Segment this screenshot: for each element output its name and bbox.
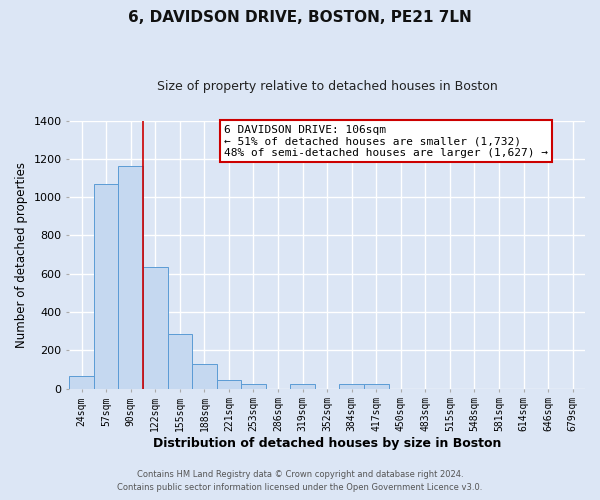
Bar bbox=[143, 267, 167, 388]
Text: 6 DAVIDSON DRIVE: 106sqm
← 51% of detached houses are smaller (1,732)
48% of sem: 6 DAVIDSON DRIVE: 106sqm ← 51% of detach… bbox=[224, 124, 548, 158]
Text: Contains HM Land Registry data © Crown copyright and database right 2024.
Contai: Contains HM Land Registry data © Crown c… bbox=[118, 470, 482, 492]
Bar bbox=[340, 384, 364, 388]
Bar bbox=[290, 384, 315, 388]
Bar bbox=[364, 384, 389, 388]
Text: 6, DAVIDSON DRIVE, BOSTON, PE21 7LN: 6, DAVIDSON DRIVE, BOSTON, PE21 7LN bbox=[128, 10, 472, 25]
Y-axis label: Number of detached properties: Number of detached properties bbox=[15, 162, 28, 348]
Bar bbox=[167, 334, 192, 388]
Bar bbox=[118, 166, 143, 388]
Title: Size of property relative to detached houses in Boston: Size of property relative to detached ho… bbox=[157, 80, 497, 93]
X-axis label: Distribution of detached houses by size in Boston: Distribution of detached houses by size … bbox=[153, 437, 502, 450]
Bar bbox=[94, 184, 118, 388]
Bar bbox=[241, 384, 266, 388]
Bar bbox=[217, 380, 241, 388]
Bar bbox=[192, 364, 217, 388]
Bar bbox=[70, 376, 94, 388]
